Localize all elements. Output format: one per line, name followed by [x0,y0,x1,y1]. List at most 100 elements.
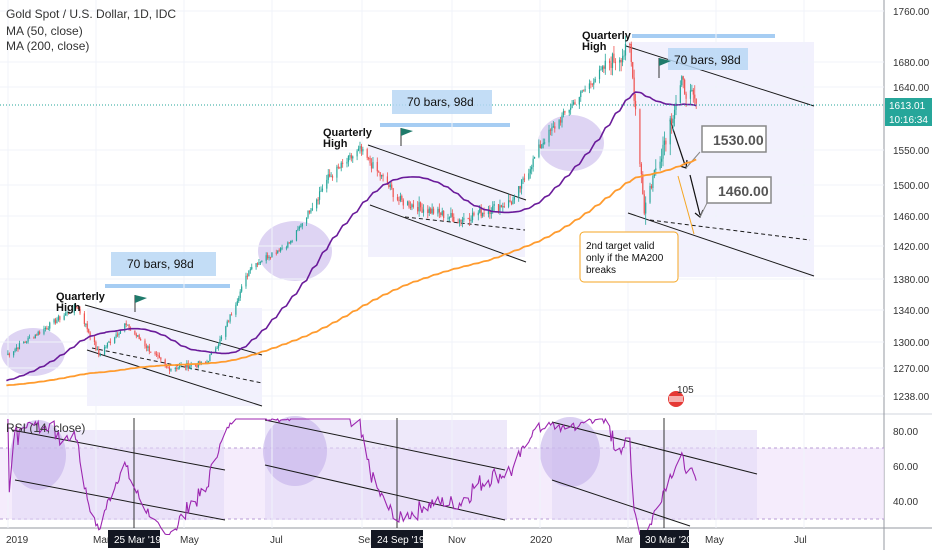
date-tag-3-label: 30 Mar '20 [645,535,692,546]
candle-body [258,262,260,265]
note-connector [677,175,695,235]
candle-body [164,359,166,365]
x-tick-sep19: Sep [358,535,376,546]
candle-body [339,167,341,169]
legend-ma50: MA (50, close) [6,24,83,38]
candle-body [298,226,300,229]
candle-body [352,156,354,159]
candle-body [603,66,605,69]
candle-body [412,204,414,208]
candle-body [135,334,137,337]
candle-body [125,323,127,325]
candle-body [388,184,390,188]
flag-icon [134,295,147,312]
candle-body [235,304,237,315]
candle-body [347,155,350,162]
candle-body [381,174,383,177]
candle-body [307,210,309,218]
candle-body [477,212,479,216]
candle-body [528,173,530,180]
candle-body [105,346,107,348]
candle-body [548,129,550,143]
quarterly-high-3b: High [582,41,607,53]
candle-body [238,297,240,302]
y-tick-8: 1380.00 [893,275,930,286]
candle-body [86,323,88,330]
candle-body [398,199,400,201]
candle-body [129,329,132,331]
candle-body [471,212,474,221]
candle-body [378,171,380,173]
candle-body [83,313,85,324]
candle-body [411,204,413,208]
candle-body [366,149,368,158]
quarterly-high-1b: High [56,302,81,314]
candle-body [67,312,70,314]
candle-body [692,89,694,95]
candle-body [640,164,642,175]
ma50-line [6,91,697,382]
candle-body [44,328,47,330]
candle-body [554,126,556,129]
candle-body [14,349,16,352]
candle-body [669,118,671,145]
x-tick-mar20: Mar [616,535,634,546]
candle-body [437,208,439,214]
candle-body [418,202,420,212]
candle-body [588,83,591,90]
candle-body [685,93,687,99]
candle-body [497,204,500,211]
candle-body [561,115,563,123]
candle-body [492,205,494,213]
candle-body [115,334,117,338]
candle-body [541,144,543,148]
rsi-tick-2: 60.00 [893,462,918,473]
candle-body [650,185,653,188]
candle-body [428,208,430,213]
candle-body [246,275,249,277]
candle-body [479,208,481,213]
candle-body [549,129,552,131]
target-2-connector [699,202,708,218]
candle-body [158,355,161,358]
candle-body [356,150,358,157]
candle-body [204,361,207,364]
candle-body [184,364,186,368]
candle-body [489,210,491,214]
candle-body [417,207,419,212]
candle-body [630,43,632,62]
candle-body [267,255,269,259]
candle-body [108,341,110,343]
candle-body [317,199,319,201]
candle-body [116,334,119,336]
ma-layer [6,91,697,387]
candle-body [620,59,622,63]
candle-body [300,226,302,228]
candle-body [473,212,475,216]
y-tick-6: 1460.00 [893,212,930,223]
candle-body [538,144,540,157]
channel-line-1-1 [84,304,263,356]
candle-body [215,348,217,352]
y-tick-1: 1760.00 [893,7,930,18]
candle-body [124,323,126,330]
candle-body [134,330,136,335]
x-tick-2020: 2020 [530,535,553,546]
candle-body [310,210,312,213]
candle-body [190,364,192,367]
candle-body [450,213,452,218]
rsi-ellipse-3 [540,417,600,487]
target-2: 1460.00 [718,183,769,199]
candle-body [457,222,459,224]
candle-body [529,169,531,174]
candle-body [447,217,449,219]
candle-body [564,111,566,113]
candle-body [643,194,645,214]
candle-body [568,109,570,113]
candle-body [301,223,303,227]
candle-body [85,323,87,325]
candle-body [295,230,298,241]
candle-body [103,347,106,355]
candle-body [406,201,409,206]
candle-body [189,366,191,369]
